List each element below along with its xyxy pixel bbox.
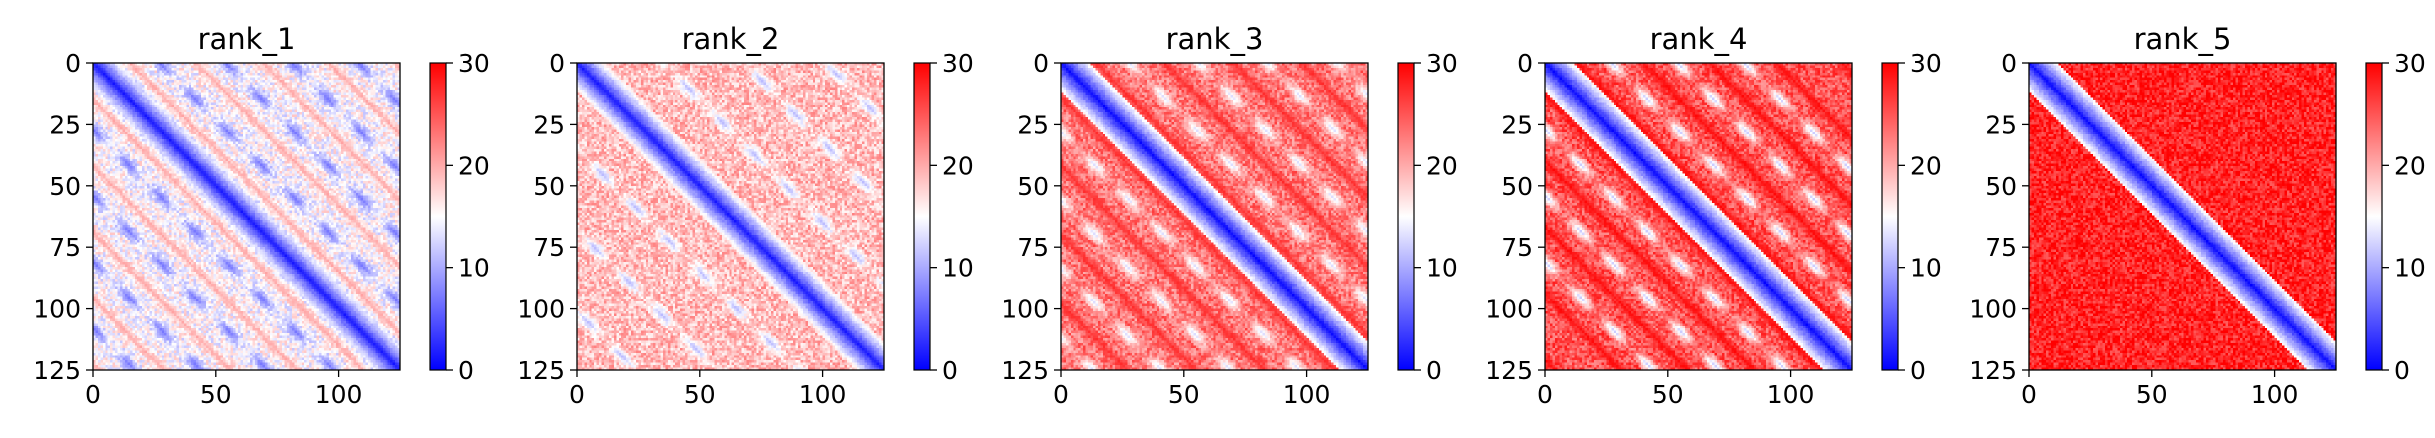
- y-tick-label: 50: [1017, 172, 1049, 201]
- axes-frame: [576, 62, 885, 371]
- y-tick-label: 50: [1985, 172, 2017, 201]
- x-tick-label: 100: [799, 380, 847, 409]
- x-tick-label: 0: [2021, 380, 2037, 409]
- y-tick-label: 100: [33, 295, 81, 324]
- y-tick-label: 0: [1517, 49, 1533, 78]
- colorbar-tick-label: 30: [458, 49, 490, 78]
- colorbar-tick-label: 0: [942, 356, 958, 385]
- y-tick-label: 125: [1001, 356, 1049, 385]
- colorbar-tick-label: 10: [2394, 254, 2426, 283]
- y-tick-label: 100: [1969, 295, 2017, 324]
- y-tick-label: 75: [533, 233, 565, 262]
- colorbar-tick-label: 20: [2394, 151, 2426, 180]
- panel-title: rank_3: [1166, 22, 1264, 56]
- y-tick-label: 0: [1033, 49, 1049, 78]
- y-tick-label: 75: [1017, 233, 1049, 262]
- y-tick-label: 50: [1501, 172, 1533, 201]
- colorbar-frame: [913, 62, 931, 371]
- x-tick-label: 0: [85, 380, 101, 409]
- colorbar-tick-label: 0: [458, 356, 474, 385]
- colorbar-tick-label: 0: [1426, 356, 1442, 385]
- x-tick-label: 50: [684, 380, 716, 409]
- colorbar: [914, 63, 930, 370]
- y-tick-label: 75: [49, 233, 81, 262]
- axes-frame: [2028, 62, 2337, 371]
- x-tick-label: 100: [315, 380, 363, 409]
- colorbar: [1882, 63, 1898, 370]
- y-tick-label: 0: [65, 49, 81, 78]
- colorbar-tick-label: 30: [2394, 49, 2426, 78]
- y-tick-label: 0: [549, 49, 565, 78]
- colorbar-tick-label: 10: [458, 254, 490, 283]
- colorbar-frame: [1397, 62, 1415, 371]
- colorbar-tick-label: 20: [1910, 151, 1942, 180]
- axes-frame: [1544, 62, 1853, 371]
- y-tick-label: 75: [1985, 233, 2017, 262]
- y-tick-label: 100: [1001, 295, 1049, 324]
- colorbar: [430, 63, 446, 370]
- x-tick-label: 100: [1283, 380, 1331, 409]
- x-tick-label: 0: [1537, 380, 1553, 409]
- y-tick-label: 50: [49, 172, 81, 201]
- panel-title: rank_4: [1650, 22, 1748, 56]
- x-tick-label: 50: [2136, 380, 2168, 409]
- y-tick-label: 0: [2001, 49, 2017, 78]
- axes-frame: [92, 62, 401, 371]
- colorbar-tick-label: 10: [1426, 254, 1458, 283]
- x-tick-label: 0: [569, 380, 585, 409]
- colorbar-frame: [429, 62, 447, 371]
- heatmap-image: [1545, 63, 1852, 370]
- y-tick-label: 50: [533, 172, 565, 201]
- colorbar-tick-label: 0: [1910, 356, 1926, 385]
- x-tick-label: 100: [1767, 380, 1815, 409]
- y-tick-label: 75: [1501, 233, 1533, 262]
- x-tick-label: 0: [1053, 380, 1069, 409]
- colorbar: [1398, 63, 1414, 370]
- y-tick-label: 25: [1985, 110, 2017, 139]
- panel-title: rank_1: [198, 22, 296, 56]
- colorbar-tick-label: 30: [942, 49, 974, 78]
- colorbar: [2366, 63, 2382, 370]
- colorbar-tick-label: 0: [2394, 356, 2410, 385]
- axes-frame: [1060, 62, 1369, 371]
- y-tick-label: 25: [1017, 110, 1049, 139]
- heatmap-image: [2029, 63, 2336, 370]
- colorbar-tick-label: 20: [1426, 151, 1458, 180]
- colorbar-tick-label: 20: [942, 151, 974, 180]
- colorbar-frame: [1881, 62, 1899, 371]
- x-tick-label: 50: [1168, 380, 1200, 409]
- panel-title: rank_5: [2134, 22, 2232, 56]
- heatmap-image: [93, 63, 400, 370]
- x-tick-label: 50: [200, 380, 232, 409]
- y-tick-label: 125: [1969, 356, 2017, 385]
- colorbar-tick-label: 30: [1426, 49, 1458, 78]
- colorbar-tick-label: 30: [1910, 49, 1942, 78]
- colorbar-frame: [2365, 62, 2383, 371]
- colorbar-tick-label: 20: [458, 151, 490, 180]
- y-tick-label: 25: [1501, 110, 1533, 139]
- y-tick-label: 25: [49, 110, 81, 139]
- colorbar-tick-label: 10: [1910, 254, 1942, 283]
- colorbar-tick-label: 10: [942, 254, 974, 283]
- y-tick-label: 25: [533, 110, 565, 139]
- y-tick-label: 125: [33, 356, 81, 385]
- y-tick-label: 100: [1485, 295, 1533, 324]
- panel-title: rank_2: [682, 22, 780, 56]
- x-tick-label: 100: [2251, 380, 2299, 409]
- y-tick-label: 100: [517, 295, 565, 324]
- y-tick-label: 125: [517, 356, 565, 385]
- heatmap-image: [577, 63, 884, 370]
- y-tick-label: 125: [1485, 356, 1533, 385]
- x-tick-label: 50: [1652, 380, 1684, 409]
- heatmap-image: [1061, 63, 1368, 370]
